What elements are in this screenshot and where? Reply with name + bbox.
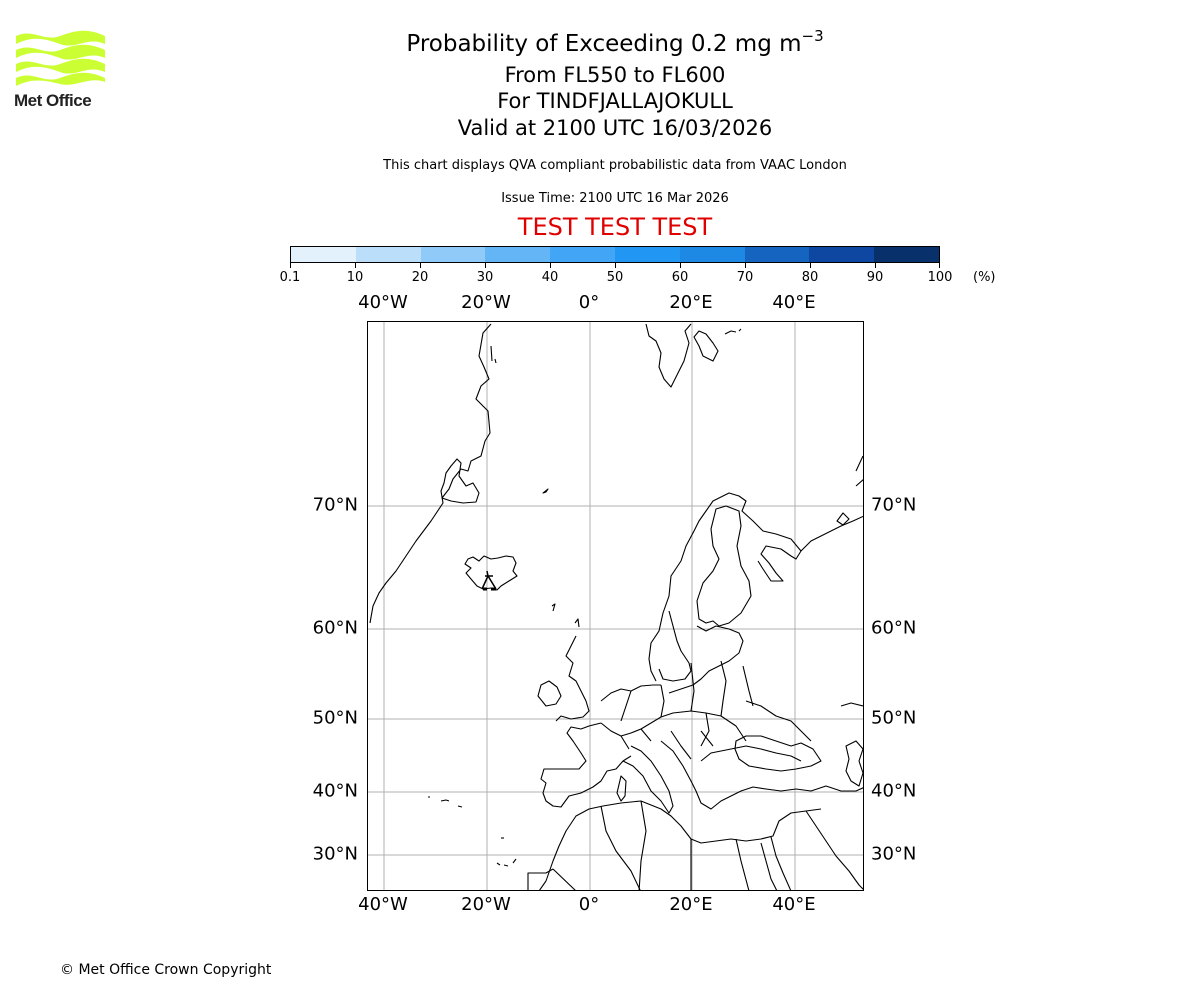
colorbar-tick-label: 30 (476, 270, 494, 285)
colorbar-segment (355, 247, 421, 262)
chart-title: Probability of Exceeding 0.2 mg m−3 (0, 27, 1200, 57)
map-canvas (368, 322, 863, 890)
volcano-name: For TINDFJALLAJOKULL (497, 89, 733, 113)
lon-label-top: 20°W (461, 292, 511, 313)
lat-label-left: 60°N (312, 617, 358, 639)
lat-label-right: 40°N (871, 780, 917, 802)
colorbar-tick (680, 263, 681, 268)
lon-label-bottom: 0° (578, 894, 600, 915)
colorbar-tick (875, 263, 876, 268)
probability-colorbar (290, 246, 940, 263)
lat-label-left: 50°N (312, 707, 358, 729)
lon-label-top: 40°E (772, 292, 816, 313)
colorbar-segment (485, 247, 551, 262)
colorbar-segment (809, 247, 875, 262)
lat-label-right: 50°N (871, 707, 917, 729)
map-gridlines (368, 322, 863, 890)
colorbar-unit: (%) (973, 270, 996, 285)
logo-wordmark: Met Office (14, 91, 92, 110)
colorbar-tick-label: 0.1 (279, 270, 301, 285)
lon-label-bottom: 40°E (772, 894, 816, 915)
colorbar-segment (679, 247, 745, 262)
map-panel[interactable] (367, 321, 864, 891)
lat-label-right: 60°N (871, 617, 917, 639)
lon-label-top: 0° (578, 292, 600, 313)
lat-label-left: 70°N (312, 494, 358, 516)
valid-time: Valid at 2100 UTC 16/03/2026 (457, 116, 773, 140)
title-main-text: Probability of Exceeding 0.2 mg m (406, 31, 802, 57)
volcano-marker-icon (481, 570, 497, 591)
colorbar-tick-label: 90 (866, 270, 884, 285)
colorbar-tick-label: 20 (411, 270, 429, 285)
colorbar-segment (420, 247, 486, 262)
lon-label-top: 40°W (358, 292, 408, 313)
lat-label-left: 30°N (312, 843, 358, 865)
colorbar-tick (355, 263, 356, 268)
colorbar-segment (874, 247, 939, 262)
test-banner: TEST TEST TEST (517, 213, 713, 241)
colorbar-tick (745, 263, 746, 268)
lat-label-right: 30°N (871, 843, 917, 865)
colorbar-tick (420, 263, 421, 268)
copyright-notice: © Met Office Crown Copyright (60, 962, 272, 978)
chart-description: This chart displays QVA compliant probab… (383, 158, 847, 173)
lat-label-left: 40°N (312, 780, 358, 802)
colorbar-segment (744, 247, 810, 262)
colorbar-tick-label: 80 (801, 270, 819, 285)
colorbar-tick-label: 40 (541, 270, 559, 285)
coastlines (369, 323, 863, 890)
colorbar-tick-label: 60 (671, 270, 689, 285)
lon-label-bottom: 40°W (358, 894, 408, 915)
colorbar-tick (810, 263, 811, 268)
colorbar-tick (615, 263, 616, 268)
colorbar-tick-label: 50 (606, 270, 624, 285)
colorbar-tick (485, 263, 486, 268)
colorbar-tick-label: 70 (736, 270, 754, 285)
met-office-waves-icon (16, 30, 105, 86)
colorbar-segment (550, 247, 615, 262)
met-office-logo: Met Office (14, 30, 106, 112)
colorbar-segment (291, 247, 356, 262)
colorbar-tick (550, 263, 551, 268)
colorbar-segment (614, 247, 680, 262)
title-superscript: −3 (801, 27, 824, 45)
lon-label-bottom: 20°W (461, 894, 511, 915)
lon-label-top: 20°E (669, 292, 713, 313)
colorbar-tick-label: 10 (346, 270, 364, 285)
colorbar-tick (939, 263, 940, 268)
lat-label-right: 70°N (871, 494, 917, 516)
issue-time: Issue Time: 2100 UTC 16 Mar 2026 (501, 191, 729, 206)
colorbar-tick (290, 263, 291, 268)
flight-level-range: From FL550 to FL600 (504, 63, 726, 87)
lon-label-bottom: 20°E (669, 894, 713, 915)
colorbar-tick-label: 100 (927, 270, 953, 285)
